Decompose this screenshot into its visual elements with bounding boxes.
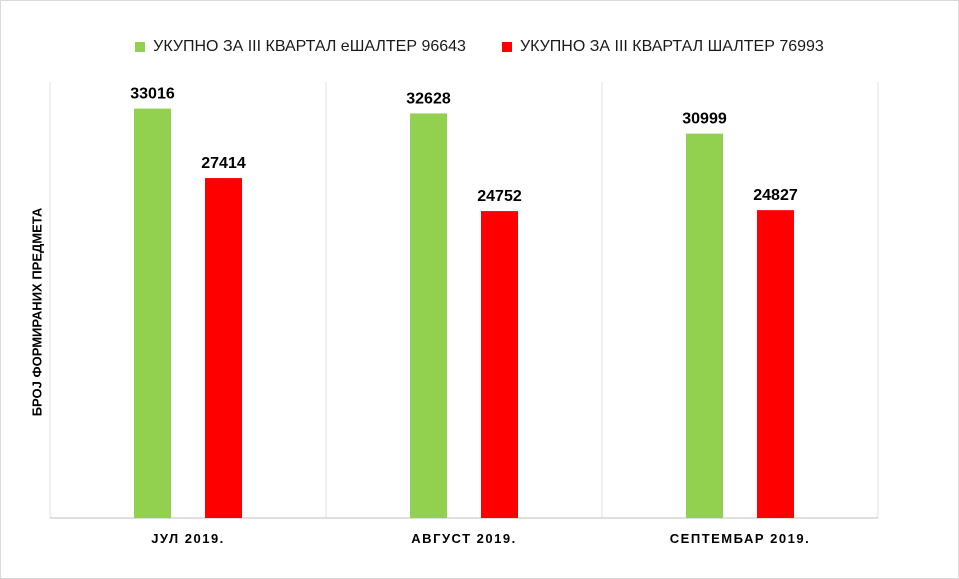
bar-eshalter bbox=[686, 133, 723, 518]
legend-swatch-eshalter bbox=[135, 42, 146, 52]
bar-shalter bbox=[481, 211, 518, 518]
data-label: 33016 bbox=[130, 86, 175, 103]
x-tick-label: АВГУСТ 2019. bbox=[411, 531, 516, 546]
legend-label-eshalter: УКУПНО ЗА III КВАРТАЛ еШАЛТЕР 96643 bbox=[153, 38, 466, 55]
legend-item-eshalter: УКУПНО ЗА III КВАРТАЛ еШАЛТЕР 96643 bbox=[135, 36, 466, 58]
data-label: 24752 bbox=[477, 188, 522, 205]
bar-shalter bbox=[757, 210, 794, 518]
bar-eshalter bbox=[410, 113, 447, 518]
data-label: 24827 bbox=[753, 187, 798, 204]
data-label: 27414 bbox=[201, 155, 246, 172]
legend: УКУПНО ЗА III КВАРТАЛ еШАЛТЕР 96643 УКУП… bbox=[0, 36, 959, 58]
legend-item-shalter: УКУПНО ЗА III КВАРТАЛ ШАЛТЕР 76993 bbox=[501, 36, 824, 58]
bar-eshalter bbox=[134, 108, 171, 519]
x-tick-label: ЈУЛ 2019. bbox=[151, 531, 225, 546]
x-tick-label: СЕПТЕМБАР 2019. bbox=[670, 531, 810, 546]
legend-label-shalter: УКУПНО ЗА III КВАРТАЛ ШАЛТЕР 76993 bbox=[519, 38, 824, 55]
data-label: 30999 bbox=[682, 111, 727, 128]
bar-shalter bbox=[205, 178, 242, 518]
legend-swatch-shalter bbox=[501, 42, 512, 52]
data-label: 32628 bbox=[406, 90, 451, 107]
